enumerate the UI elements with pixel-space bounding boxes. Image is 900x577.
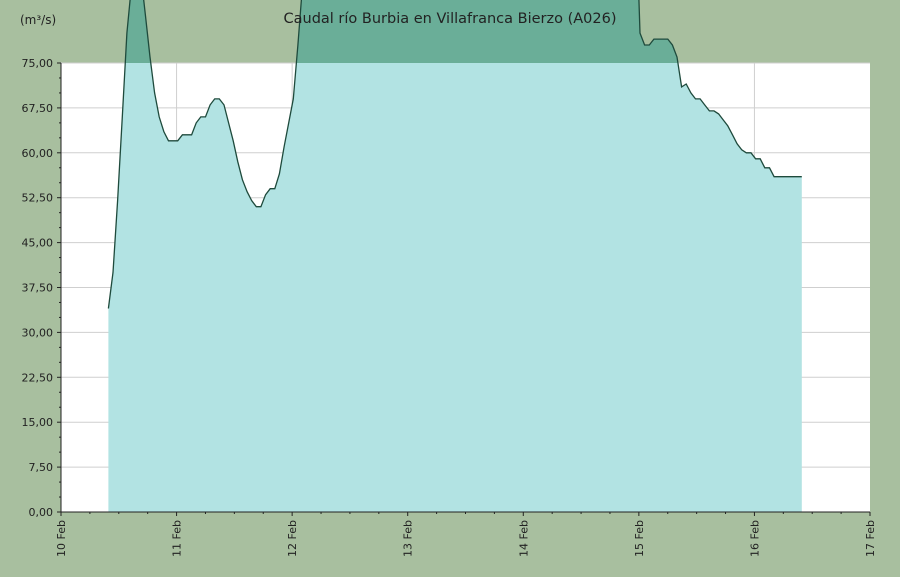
y-tick-label: 15,00	[22, 416, 54, 429]
y-tick-label: 52,50	[22, 192, 54, 205]
flow-area-group	[108, 63, 802, 512]
x-tick-labels: 10 Feb 11 Feb 12 Feb 13 Feb 14 Feb 15 Feb 16 F…	[55, 520, 877, 557]
flow-overflow-group	[125, 0, 678, 63]
x-tick-label: 17 Feb	[864, 520, 877, 557]
y-tick-label: 67,50	[22, 102, 54, 115]
flow-line	[107, 0, 802, 309]
flow-area	[108, 63, 802, 512]
y-tick-label: 0,00	[29, 506, 54, 519]
y-tick-label: 37,50	[22, 282, 54, 295]
y-tick-label: 75,00	[22, 57, 54, 70]
x-tick-label: 13 Feb	[402, 520, 415, 557]
x-tick-label: 12 Feb	[286, 520, 299, 557]
y-tick-label: 7,50	[29, 461, 54, 474]
y-tick-label: 60,00	[22, 147, 54, 160]
y-tick-label: 30,00	[22, 326, 54, 339]
x-tick-label: 15 Feb	[633, 520, 646, 557]
y-unit-label: (m³/s)	[20, 13, 56, 27]
y-tick-labels: 0,00 7,50 15,00 22,50 30,00 37,50 45,00 52,50 60…	[22, 57, 54, 519]
y-tick-label: 45,00	[22, 237, 54, 250]
axes	[57, 62, 871, 516]
x-tick-label: 11 Feb	[171, 520, 184, 557]
x-tick-label: 14 Feb	[517, 520, 530, 557]
x-tick-label: 16 Feb	[748, 520, 761, 557]
chart-title: Caudal río Burbia en Villafranca Bierzo …	[284, 11, 617, 27]
flow-area-overflow	[125, 0, 678, 63]
flow-line-group	[107, 0, 802, 309]
y-tick-label: 22,50	[22, 371, 54, 384]
x-tick-label: 10 Feb	[55, 520, 68, 557]
